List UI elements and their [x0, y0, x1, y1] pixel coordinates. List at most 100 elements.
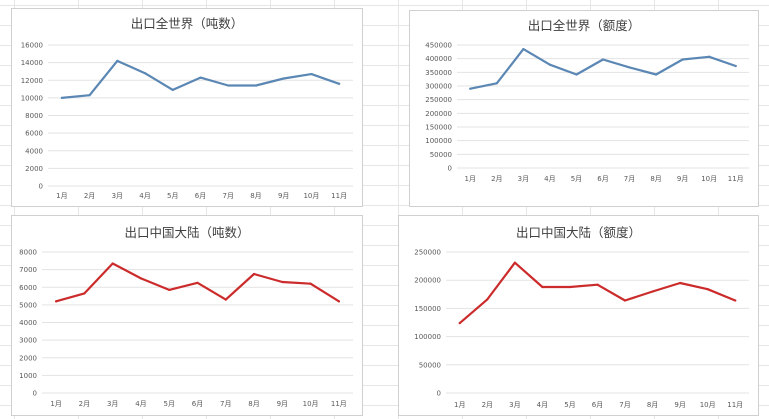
x-tick-label: 9月 — [677, 175, 688, 183]
x-tick-label: 10月 — [303, 400, 319, 408]
y-tick-label: 8000 — [25, 112, 43, 120]
data-point — [224, 298, 227, 301]
x-tick-label: 5月 — [571, 175, 582, 183]
x-tick-label: 9月 — [674, 401, 685, 409]
data-point — [679, 281, 682, 285]
x-tick-label: 9月 — [278, 192, 289, 200]
y-tick-label: 250000 — [414, 249, 441, 257]
data-point — [60, 96, 63, 99]
y-tick-label: 300000 — [425, 83, 452, 91]
y-tick-label: 200000 — [425, 110, 452, 118]
chart-title: 出口中国大陆（额度） — [516, 225, 641, 240]
y-tick-label: 150000 — [414, 305, 441, 313]
data-point — [706, 288, 709, 291]
chart-svg: 出口全世界（额度） 0 50000 100000 150000 200000 250000 3… — [425, 18, 749, 183]
data-point — [596, 283, 599, 286]
data-point — [111, 262, 114, 265]
x-tick-label: 8月 — [650, 175, 661, 183]
data-point — [575, 73, 578, 76]
chart-svg: 出口全世界（吨数） 0 2000 4000 6000 8000 10000 12000 1400… — [21, 16, 353, 200]
data-point — [469, 87, 472, 90]
y-tick-label: 150000 — [425, 124, 452, 132]
data-point — [282, 77, 285, 80]
x-tick-label: 4月 — [544, 175, 555, 183]
chart-mainland-tonnage[interactable]: 出口中国大陆（吨数） 0 1000 2000 3000 4000 5000 6000 7000 8… — [11, 215, 363, 416]
x-tick-label: 1月 — [454, 401, 465, 409]
chart-svg: 出口中国大陆（额度） 0 50000 100000 150000 200000 250000… — [414, 225, 749, 409]
x-tick-label: 11月 — [728, 175, 744, 183]
x-tick-label: 5月 — [163, 400, 174, 408]
x-tick-label: 2月 — [79, 400, 90, 408]
data-point — [139, 277, 143, 280]
x-tick-label: 4月 — [139, 192, 150, 200]
y-tick-label: 200000 — [414, 277, 441, 285]
y-tick-label: 0 — [448, 165, 452, 173]
data-point — [171, 88, 174, 92]
x-tick-label: 11月 — [331, 192, 347, 200]
x-tick-label: 7月 — [220, 400, 231, 408]
x-tick-label: 8月 — [647, 401, 658, 409]
x-tick-label: 8月 — [250, 192, 261, 200]
data-point — [199, 76, 202, 79]
x-tick-label: 5月 — [564, 401, 575, 409]
data-point — [310, 72, 313, 76]
x-tick-label: 10月 — [700, 401, 716, 409]
chart-world-tonnage[interactable]: 出口全世界（吨数） 0 2000 4000 6000 8000 10000 12000 1400… — [11, 8, 363, 207]
x-tick-label: 2月 — [491, 175, 502, 183]
x-tick-label: 11月 — [727, 401, 743, 409]
x-tick-label: 3月 — [509, 401, 520, 409]
data-point — [168, 288, 171, 291]
y-tick-label: 100000 — [425, 137, 452, 145]
y-tick-label: 6000 — [19, 284, 37, 292]
x-tick-label: 4月 — [537, 401, 548, 409]
series-line — [469, 47, 737, 90]
data-point — [252, 272, 256, 276]
data-point — [55, 300, 58, 303]
y-tick-label: 7000 — [19, 266, 37, 274]
y-tick-label: 14000 — [21, 59, 43, 67]
data-point — [143, 72, 147, 75]
x-tick-label: 2月 — [84, 192, 95, 200]
data-point — [337, 300, 340, 303]
y-tick-label: 450000 — [425, 42, 452, 50]
data-point — [548, 63, 552, 66]
data-point — [495, 82, 498, 85]
x-tick-label: 3月 — [107, 400, 118, 408]
x-tick-label: 6月 — [597, 175, 608, 183]
data-point — [628, 66, 631, 69]
y-tick-label: 400000 — [425, 55, 452, 63]
data-point — [681, 58, 684, 61]
series-line — [60, 59, 341, 100]
chart-title: 出口全世界（吨数） — [131, 16, 244, 31]
y-tick-label: 50000 — [430, 151, 452, 159]
y-tick-label: 0 — [39, 183, 43, 191]
x-tick-label: 6月 — [192, 400, 203, 408]
x-tick-label: 1月 — [56, 192, 67, 200]
x-tick-label: 10月 — [303, 192, 319, 200]
x-tick-label: 3月 — [518, 175, 529, 183]
x-tick-label: 8月 — [248, 400, 259, 408]
data-point — [227, 84, 230, 87]
y-tick-label: 8000 — [19, 249, 37, 257]
data-point — [88, 94, 91, 97]
data-point — [541, 285, 544, 289]
data-point — [651, 290, 654, 293]
y-tick-label: 12000 — [21, 77, 43, 85]
chart-mainland-amount[interactable]: 出口中国大陆（额度） 0 50000 100000 150000 200000 250000… — [398, 215, 759, 416]
data-point — [458, 321, 461, 325]
x-tick-label: 6月 — [195, 192, 206, 200]
data-point — [734, 299, 737, 302]
x-tick-label: 1月 — [50, 400, 61, 408]
data-point — [623, 299, 627, 302]
chart-svg: 出口中国大陆（吨数） 0 1000 2000 3000 4000 5000 6000 7000 8… — [19, 225, 353, 408]
data-point — [196, 281, 199, 284]
x-tick-label: 7月 — [619, 401, 630, 409]
data-point — [522, 48, 525, 51]
chart-world-amount[interactable]: 出口全世界（额度） 0 50000 100000 150000 200000 250000 3… — [409, 10, 759, 207]
data-point — [513, 261, 516, 264]
x-tick-label: 1月 — [465, 175, 476, 183]
data-point — [486, 298, 489, 301]
x-tick-label: 6月 — [592, 401, 603, 409]
data-point — [281, 280, 284, 284]
x-tick-label: 9月 — [277, 400, 288, 408]
